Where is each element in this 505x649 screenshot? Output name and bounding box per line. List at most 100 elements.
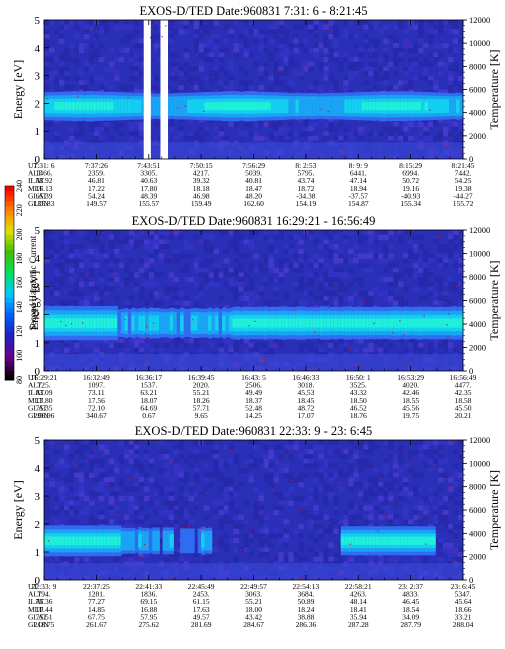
band-flux-slice xyxy=(61,102,66,111)
flux-cell xyxy=(58,277,65,283)
flux-cell xyxy=(263,281,269,287)
flux-cell xyxy=(413,338,419,344)
temperature-speckle xyxy=(404,362,406,364)
flux-cell xyxy=(248,472,254,478)
flux-cell xyxy=(193,131,200,137)
flux-cell xyxy=(108,66,115,72)
flux-cell xyxy=(203,126,210,132)
flux-cell xyxy=(163,463,170,469)
flux-cell xyxy=(44,52,50,58)
flux-cell xyxy=(408,43,414,49)
flux-cell xyxy=(408,47,414,53)
flux-cell xyxy=(273,267,279,273)
flux-cell xyxy=(298,533,304,539)
flux-cell xyxy=(303,47,309,53)
flux-cell xyxy=(188,300,195,306)
orbit-value-mlt: 18.18 xyxy=(193,184,210,193)
flux-cell xyxy=(443,547,449,553)
flux-cell xyxy=(428,449,434,455)
temperature-speckle xyxy=(404,86,406,88)
flux-cell xyxy=(133,61,140,67)
temperature-speckle xyxy=(275,303,277,305)
flux-cell xyxy=(213,126,220,132)
flux-cell xyxy=(288,440,294,446)
flux-cell xyxy=(63,300,70,306)
band-flux-slice xyxy=(442,99,447,113)
flux-cell xyxy=(233,491,240,497)
flux-cell xyxy=(388,244,394,250)
flux-cell xyxy=(158,244,165,250)
flux-cell xyxy=(283,244,289,250)
orbit-value-ilat: 50.72 xyxy=(402,176,419,185)
temperature-speckle xyxy=(184,105,186,107)
flux-cell xyxy=(273,131,279,137)
flux-cell xyxy=(58,33,65,40)
flux-cell xyxy=(123,454,130,460)
flux-cell xyxy=(403,121,409,128)
flux-cell xyxy=(328,89,334,95)
band-flux-slice xyxy=(414,318,419,328)
temperature-speckle xyxy=(438,236,440,238)
band-flux-slice xyxy=(113,536,118,546)
band-flux-slice xyxy=(236,318,241,328)
flux-cell xyxy=(308,291,314,297)
flux-cell xyxy=(438,538,444,544)
flux-cell xyxy=(193,552,200,558)
temperature-speckle xyxy=(248,303,251,305)
colorbar-swatch xyxy=(5,200,14,206)
spectrogram-panel-3: EXOS-D/TED Date:960831 22:33: 9 - 23: 6:… xyxy=(11,424,501,629)
flux-cell xyxy=(44,454,50,460)
flux-cell xyxy=(403,510,409,516)
flux-cell xyxy=(218,347,225,353)
flux-cell xyxy=(178,234,185,240)
band-flux-slice xyxy=(302,318,307,328)
flux-cell xyxy=(258,542,264,548)
band-flux-slice xyxy=(127,309,132,337)
flux-cell xyxy=(103,24,110,30)
flux-cell xyxy=(158,347,165,353)
flux-cell xyxy=(198,61,205,67)
flux-cell xyxy=(448,496,454,502)
flux-cell xyxy=(433,84,439,90)
band-flux-slice xyxy=(312,318,317,328)
flux-cell xyxy=(173,556,180,562)
flux-cell xyxy=(358,262,364,269)
flux-cell xyxy=(83,472,90,478)
flux-cell xyxy=(438,70,444,77)
band-flux-slice xyxy=(89,318,94,328)
band-flux-slice xyxy=(281,99,286,114)
flux-cell xyxy=(283,500,289,506)
band-flux-slice xyxy=(61,318,66,328)
flux-cell xyxy=(63,505,70,511)
flux-cell xyxy=(368,440,374,446)
flux-cell xyxy=(173,277,180,283)
orbit-value-glon: 340.67 xyxy=(86,411,107,420)
orbit-row-label: UT xyxy=(28,161,38,170)
temperature-speckle xyxy=(102,232,104,234)
flux-cell xyxy=(128,52,135,58)
flux-cell xyxy=(423,449,429,455)
flux-cell xyxy=(288,248,294,254)
flux-cell xyxy=(278,43,284,49)
flux-cell xyxy=(313,24,319,30)
flux-cell xyxy=(338,258,344,264)
flux-cell xyxy=(263,230,269,236)
flux-cell xyxy=(423,135,429,141)
flux-cell xyxy=(183,135,190,141)
flux-cell xyxy=(253,500,259,506)
flux-cell xyxy=(338,468,344,474)
flux-cell xyxy=(323,556,329,562)
flux-cell xyxy=(413,234,419,240)
flux-cell xyxy=(73,57,80,63)
flux-cell xyxy=(453,29,459,35)
flux-cell xyxy=(223,338,230,344)
flux-cell xyxy=(113,24,120,30)
flux-cell xyxy=(233,510,240,516)
colorbar-swatch xyxy=(5,253,14,260)
flux-cell xyxy=(413,244,419,250)
flux-cell xyxy=(78,454,85,460)
flux-cell xyxy=(63,477,70,483)
flux-cell xyxy=(233,556,240,562)
flux-cell xyxy=(108,482,115,488)
